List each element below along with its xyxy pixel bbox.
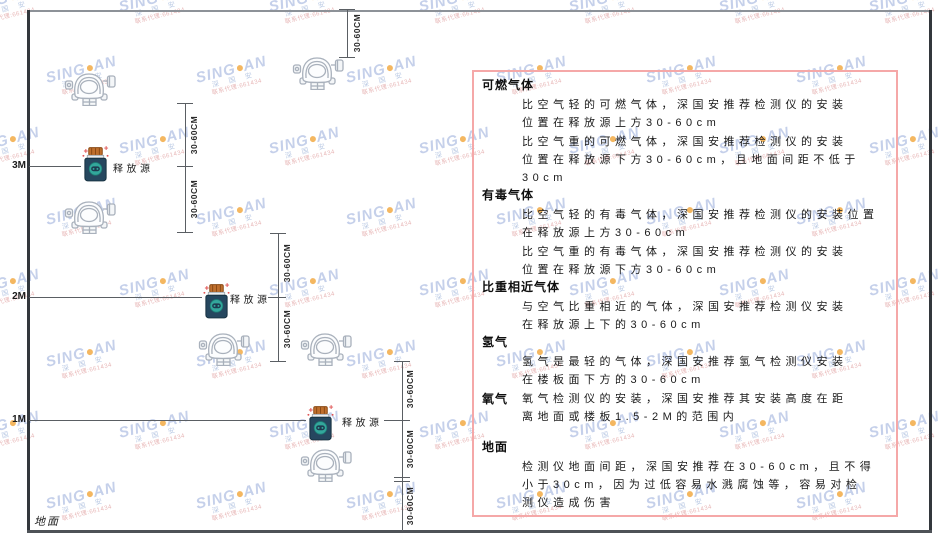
section-line: 离地面或楼板1.5-2M的范围内: [522, 411, 739, 423]
level-line-1m: [29, 420, 306, 421]
panel-section-combustible: 可燃气体 比空气轻的可燃气体，深国安推荐检测仪的安装 位置在释放源上方30-60…: [474, 78, 896, 187]
section-line: 位置在释放源下方30-60cm: [522, 264, 721, 276]
section-line: 位置在释放源上方30-60cm: [522, 117, 721, 129]
gas-detector-icon: [64, 73, 116, 106]
section-heading: 氧气: [482, 392, 509, 406]
section-heading: 可燃气体: [482, 78, 535, 92]
panel-section-hydrogen: 氢气 氢气是最轻的气体，深国安推荐氢气检测仪安装 在楼板面下方的30-60cm: [474, 335, 896, 389]
dim-tick: [270, 297, 286, 298]
level-line-2m: [29, 297, 202, 298]
leader-line: [384, 420, 402, 421]
section-heading: 氢气: [482, 335, 509, 349]
dim-tick: [339, 57, 355, 58]
section-line: 测仪造成伤害: [522, 497, 615, 509]
dim-tick: [177, 103, 193, 104]
section-line: 比空气轻的有毒气体，深国安推荐检测仪的安装位置: [522, 209, 879, 221]
section-heading: 有毒气体: [482, 188, 535, 202]
section-line: 在楼板面下方的30-60cm: [522, 374, 705, 386]
release-source-label: 释放源: [342, 418, 383, 429]
axis-label-1m: 1M: [12, 414, 26, 425]
section-line: 比空气重的可燃气体，深国安推荐检测仪的安装: [522, 136, 848, 148]
panel-section-oxygen: 氧气 氧气检测仪的安装，深国安推荐其安装高度在距 离地面或楼板1.5-2M的范围…: [474, 390, 896, 426]
dimension-line: [347, 9, 348, 57]
dimension-line: [185, 103, 186, 232]
dimension-line: [402, 361, 403, 531]
gas-detector-icon: [300, 449, 352, 482]
left-wall-line: [27, 10, 30, 533]
dimension-label: 30-60CM: [189, 115, 199, 155]
dim-tick: [394, 361, 410, 362]
section-line: 30cm: [522, 172, 567, 184]
panel-section-toxic: 有毒气体 比空气轻的有毒气体，深国安推荐检测仪的安装位置 在释放源上方30-60…: [474, 188, 896, 279]
dimension-label: 30-60CM: [405, 429, 415, 469]
dim-tick: [270, 233, 286, 234]
dim-tick: [270, 361, 286, 362]
section-line: 在释放源上下的30-60cm: [522, 319, 705, 331]
release-source-label: 释放源: [230, 295, 271, 306]
level-line-3m: [29, 166, 81, 167]
panel-section-similar-density: 比重相近气体 与空气比重相近的气体，深国安推荐检测仪安装 在释放源上下的30-6…: [474, 280, 896, 334]
dim-tick: [339, 9, 355, 10]
release-source-icon: [202, 283, 231, 319]
gas-detector-icon: [292, 57, 344, 90]
section-line: 氧气检测仪的安装，深国安推荐其安装高度在距: [522, 393, 848, 405]
gas-detector-icon: [300, 333, 352, 366]
dim-tick: [394, 477, 410, 478]
dim-tick: [394, 420, 410, 421]
section-line: 比空气轻的可燃气体，深国安推荐检测仪的安装: [522, 99, 848, 111]
axis-label-3m: 3M: [12, 160, 26, 171]
dim-tick: [177, 166, 193, 167]
gas-detector-icon: [198, 333, 250, 366]
gas-detector-icon: [64, 201, 116, 234]
section-line: 在释放源上方30-60cm: [522, 227, 690, 239]
section-line: 检测仪地面间距，深国安推荐在30-60cm，且不得: [522, 461, 876, 473]
section-line: 氢气是最轻的气体，深国安推荐氢气检测仪安装: [522, 356, 848, 368]
info-panel: 可燃气体 比空气轻的可燃气体，深国安推荐检测仪的安装 位置在释放源上方30-60…: [472, 70, 898, 517]
release-source-icon: [306, 405, 335, 441]
release-source-label: 释放源: [113, 164, 154, 175]
dimension-label: 30-60CM: [405, 369, 415, 409]
section-line: 位置在释放源下方30-60cm，且地面间距不低于: [522, 154, 860, 166]
ground-label: 地面: [34, 516, 60, 528]
dimension-label: 30-60CM: [282, 243, 292, 283]
section-heading: 比重相近气体: [482, 280, 561, 294]
section-line: 比空气重的有毒气体，深国安推荐检测仪的安装: [522, 246, 848, 258]
dimension-label: 30-60CM: [352, 13, 362, 53]
ground-line: [27, 530, 932, 533]
axis-label-2m: 2M: [12, 291, 26, 302]
ceiling-line: [28, 10, 930, 12]
release-source-icon: [81, 146, 110, 182]
dimension-label: 30-60CM: [282, 309, 292, 349]
section-heading: 地面: [482, 440, 509, 454]
panel-section-ground: 地面 检测仪地面间距，深国安推荐在30-60cm，且不得 小于30cm，因为过低…: [474, 440, 896, 512]
section-line: 与空气比重相近的气体，深国安推荐检测仪安装: [522, 301, 848, 313]
right-wall-line: [929, 10, 932, 533]
dim-tick: [177, 232, 193, 233]
dimension-label: 30-60CM: [405, 486, 415, 526]
dimension-label: 30-60CM: [189, 179, 199, 219]
section-line: 小于30cm，因为过低容易水溅腐蚀等，容易对检: [522, 479, 862, 491]
dim-tick: [394, 481, 410, 482]
